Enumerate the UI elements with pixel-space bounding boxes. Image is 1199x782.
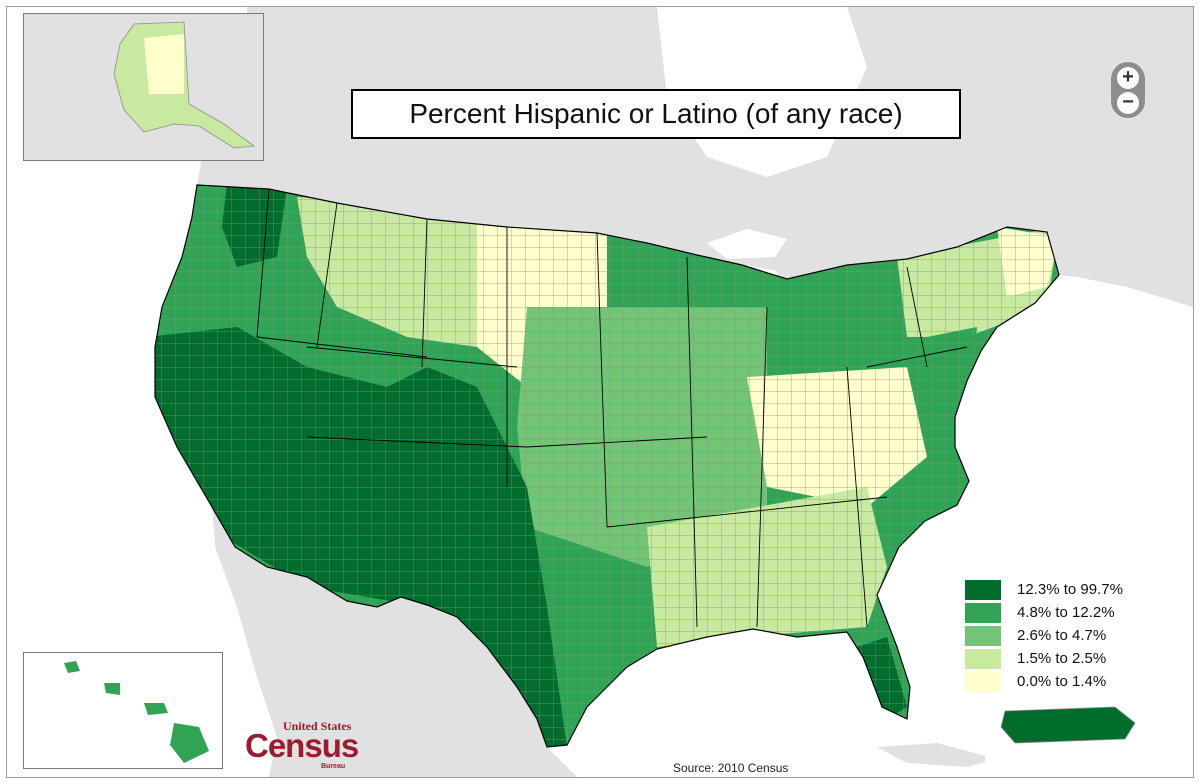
alaska-map — [113, 21, 256, 149]
puerto-rico-map — [1000, 706, 1136, 744]
zoom-in-button[interactable]: + — [1117, 67, 1139, 89]
zoom-out-button[interactable]: − — [1117, 92, 1139, 114]
map-frame[interactable]: Percent Hispanic or Latino (of any race)… — [6, 6, 1194, 778]
legend-label: 2.6% to 4.7% — [1017, 627, 1107, 644]
puerto-rico-shape — [1000, 706, 1136, 744]
hawaii-island-kauai — [64, 661, 80, 673]
logo-bottom-text: Bureau — [321, 763, 346, 770]
census-logo[interactable]: United States Census Bureau — [245, 719, 365, 771]
state-borders — [256, 188, 968, 628]
legend-label: 12.3% to 99.7% — [1017, 581, 1123, 598]
logo-main-text: Census — [245, 727, 359, 764]
legend-label: 1.5% to 2.5% — [1017, 650, 1107, 667]
hawaii-island-oahu — [104, 683, 120, 695]
legend-swatch — [965, 626, 1001, 646]
hawaii-inset[interactable] — [23, 652, 223, 769]
alaska-inset[interactable] — [23, 13, 264, 161]
hawaii-island-big — [170, 723, 209, 763]
source-note: Source: 2010 Census — [667, 759, 795, 777]
map-title: Percent Hispanic or Latino (of any race) — [351, 89, 961, 139]
alaska-light-area — [144, 34, 184, 94]
hawaii-island-maui — [144, 703, 168, 715]
choropleth-map[interactable] — [7, 7, 1193, 777]
legend-swatch — [965, 603, 1001, 623]
logo-top-text: United States — [283, 719, 352, 733]
us-outline — [154, 184, 1060, 748]
mexico-landmass — [212, 507, 577, 777]
hawaii-map — [64, 661, 209, 763]
puerto-rico-inset[interactable] — [985, 687, 1165, 763]
legend-label: 4.8% to 12.2% — [1017, 604, 1115, 621]
legend-label: 0.0% to 1.4% — [1017, 673, 1107, 690]
legend-swatch — [965, 672, 1001, 692]
canada-landmass — [197, 7, 1193, 307]
baja-water — [211, 547, 277, 777]
cuba-landmass — [877, 743, 997, 767]
legend: 12.3% to 99.7% 4.8% to 12.2% 2.6% to 4.7% 1… — [961, 564, 1151, 696]
legend-swatch — [965, 649, 1001, 669]
legend-swatch — [965, 580, 1001, 600]
